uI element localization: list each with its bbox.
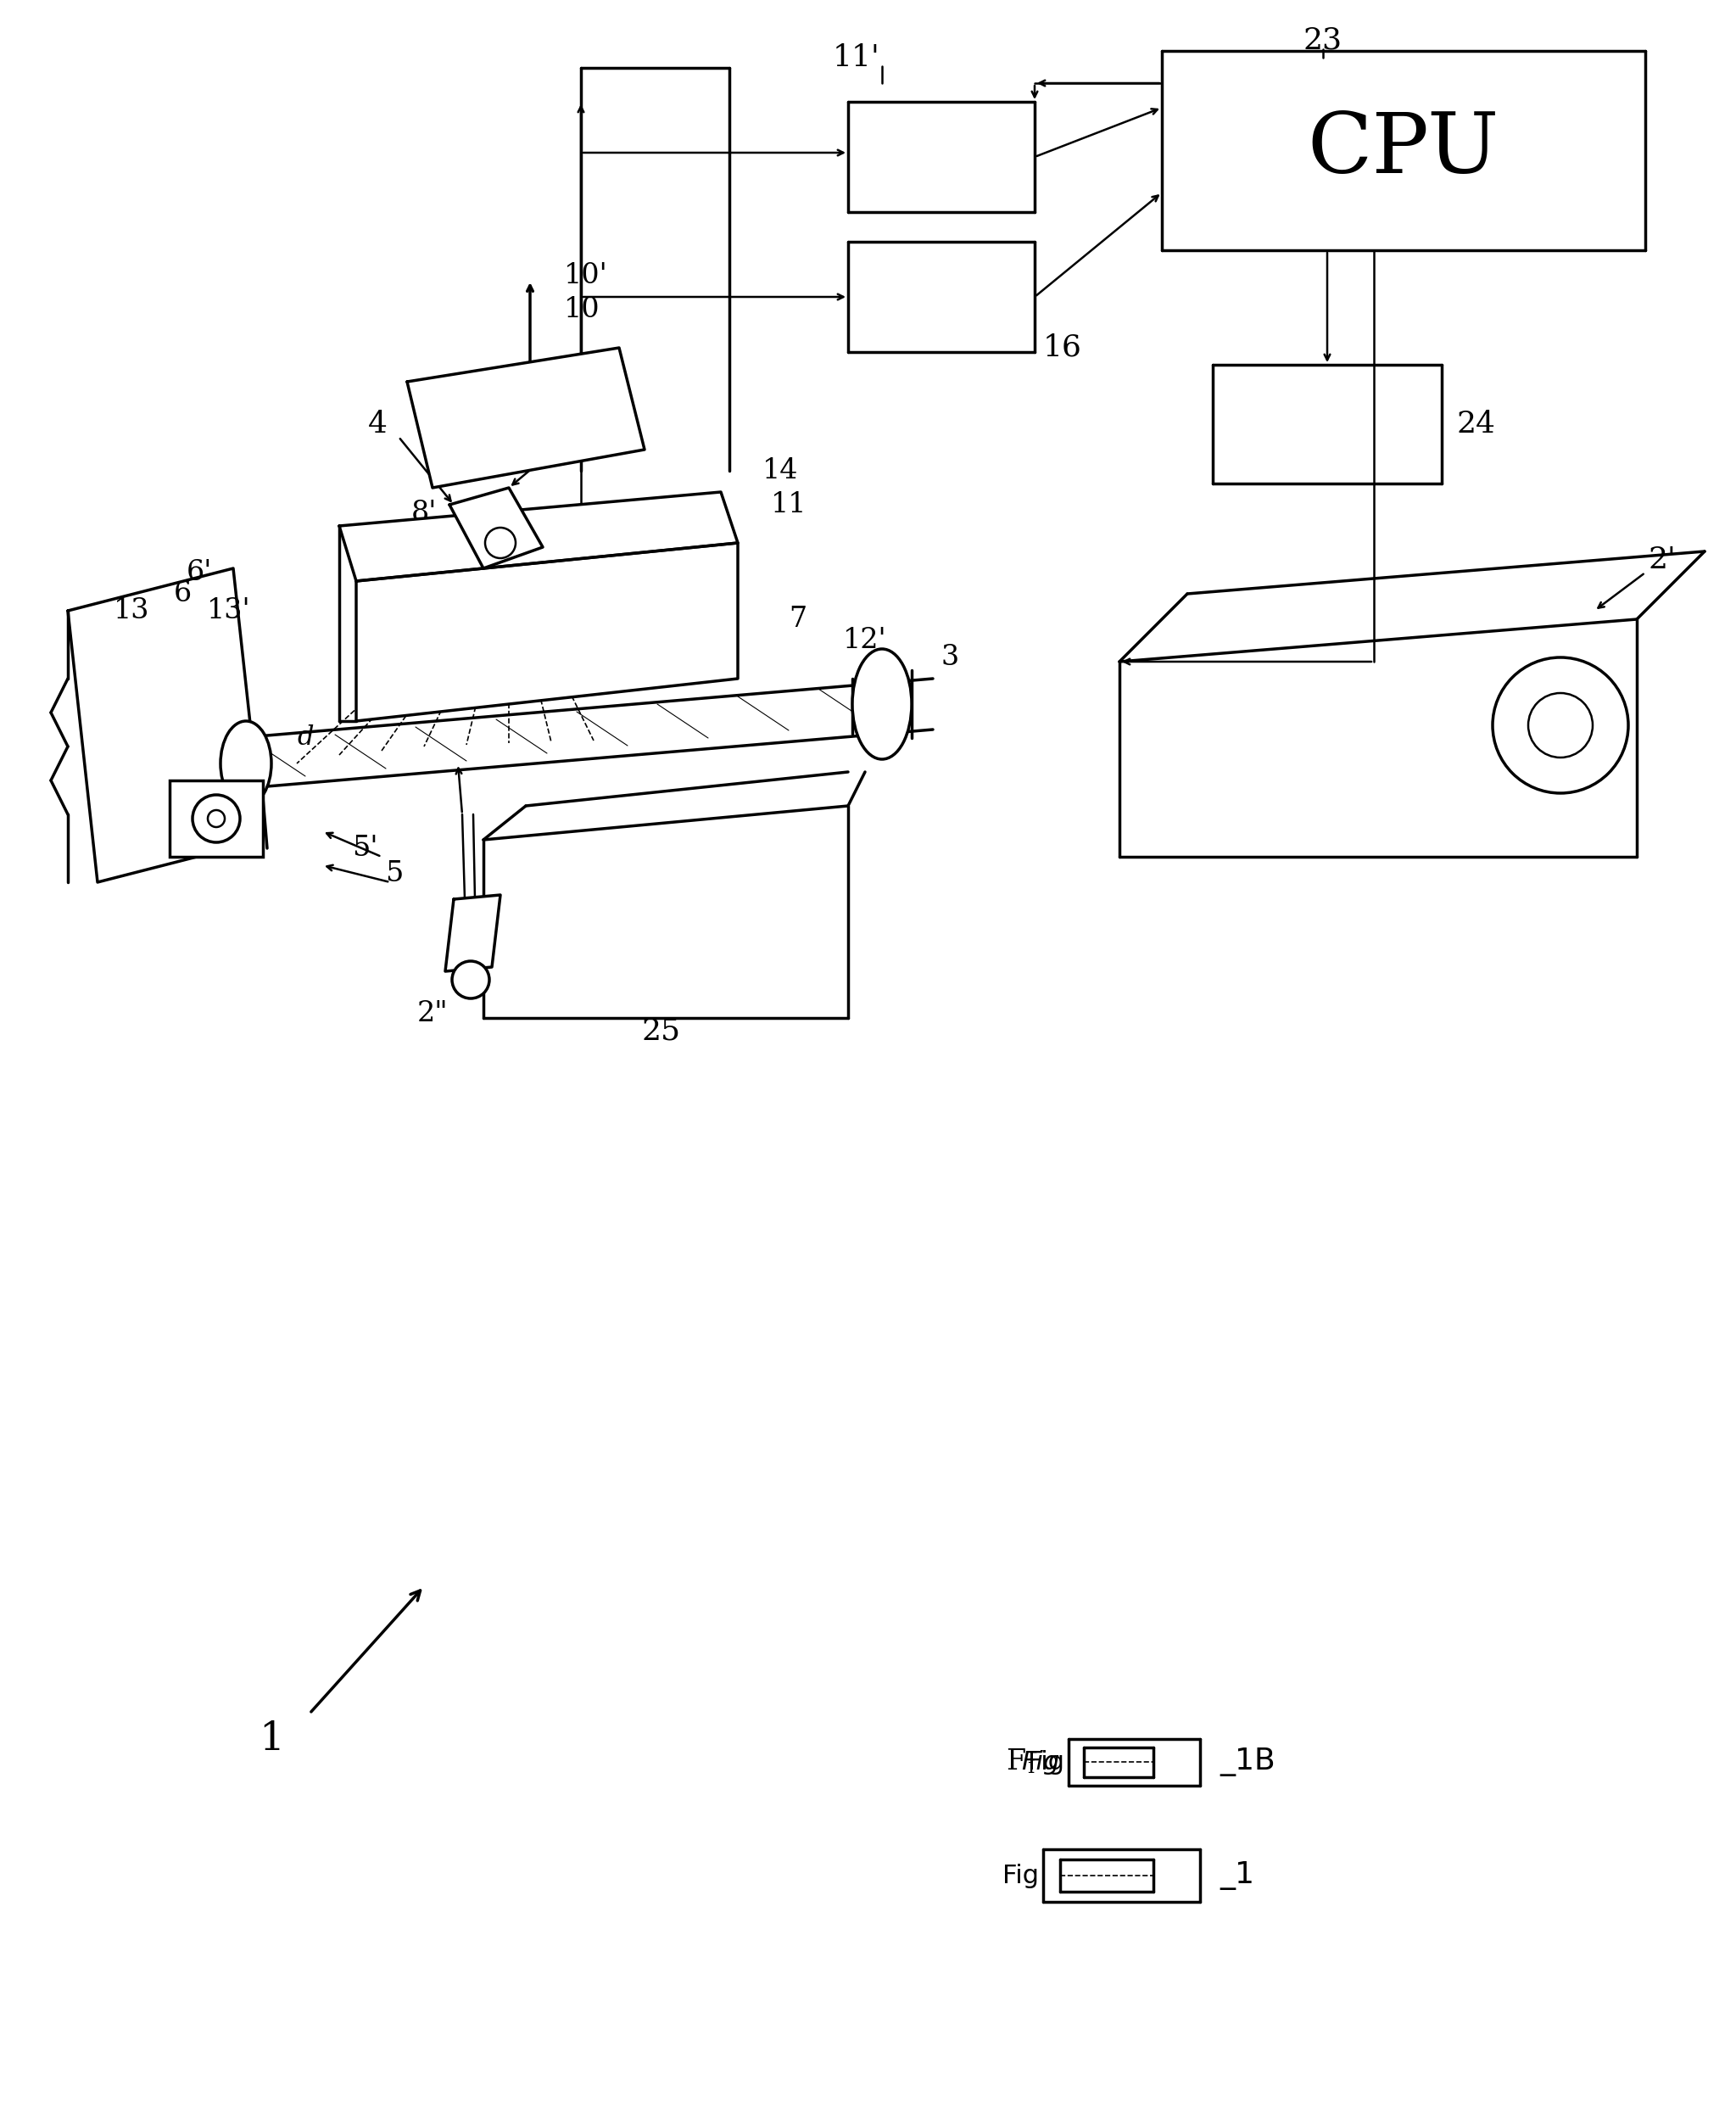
Bar	[170, 780, 262, 856]
Text: 25: 25	[642, 1016, 681, 1046]
Text: Fig: Fig	[1021, 1750, 1061, 1775]
Circle shape	[1528, 694, 1592, 757]
Text: i: i	[1028, 1758, 1035, 1777]
Text: 14: 14	[762, 457, 799, 485]
Polygon shape	[444, 896, 500, 972]
Circle shape	[1493, 658, 1628, 793]
Polygon shape	[356, 544, 738, 721]
Text: 2': 2'	[1647, 546, 1677, 573]
Text: 24: 24	[1457, 409, 1495, 438]
Circle shape	[193, 795, 240, 843]
Polygon shape	[68, 569, 262, 883]
Text: 5: 5	[385, 860, 403, 887]
Text: 2": 2"	[417, 999, 448, 1027]
Circle shape	[208, 809, 224, 826]
Text: 7: 7	[788, 605, 807, 632]
Text: 9: 9	[420, 550, 437, 578]
Text: 23: 23	[1304, 25, 1342, 55]
Ellipse shape	[220, 721, 271, 805]
Circle shape	[484, 527, 516, 559]
Text: 6: 6	[174, 580, 191, 607]
Text: d: d	[297, 725, 314, 750]
Text: 5': 5'	[352, 835, 378, 862]
Text: 13: 13	[113, 597, 149, 624]
Polygon shape	[339, 491, 738, 582]
Text: 10: 10	[564, 295, 601, 323]
Text: 4: 4	[368, 409, 387, 438]
Text: 12': 12'	[844, 626, 887, 653]
Text: _1: _1	[1219, 1861, 1255, 1891]
Text: 8: 8	[533, 445, 552, 472]
Text: 8': 8'	[411, 500, 437, 527]
Text: Fig: Fig	[1002, 1863, 1038, 1889]
Text: 11: 11	[771, 491, 807, 519]
Text: _1B: _1B	[1219, 1748, 1276, 1777]
Text: 6': 6'	[186, 559, 212, 586]
Text: 3: 3	[941, 643, 958, 670]
Text: CPU: CPU	[1307, 110, 1500, 192]
Text: 11': 11'	[833, 44, 880, 72]
Ellipse shape	[852, 649, 911, 759]
Circle shape	[451, 961, 490, 999]
Text: 1: 1	[259, 1720, 285, 1758]
Text: Fig: Fig	[1028, 1750, 1064, 1775]
Text: 16: 16	[1043, 333, 1082, 363]
Polygon shape	[450, 487, 543, 569]
Text: 10': 10'	[564, 261, 608, 289]
Polygon shape	[406, 348, 644, 487]
Text: F: F	[1007, 1748, 1026, 1775]
Text: 13': 13'	[207, 597, 252, 624]
